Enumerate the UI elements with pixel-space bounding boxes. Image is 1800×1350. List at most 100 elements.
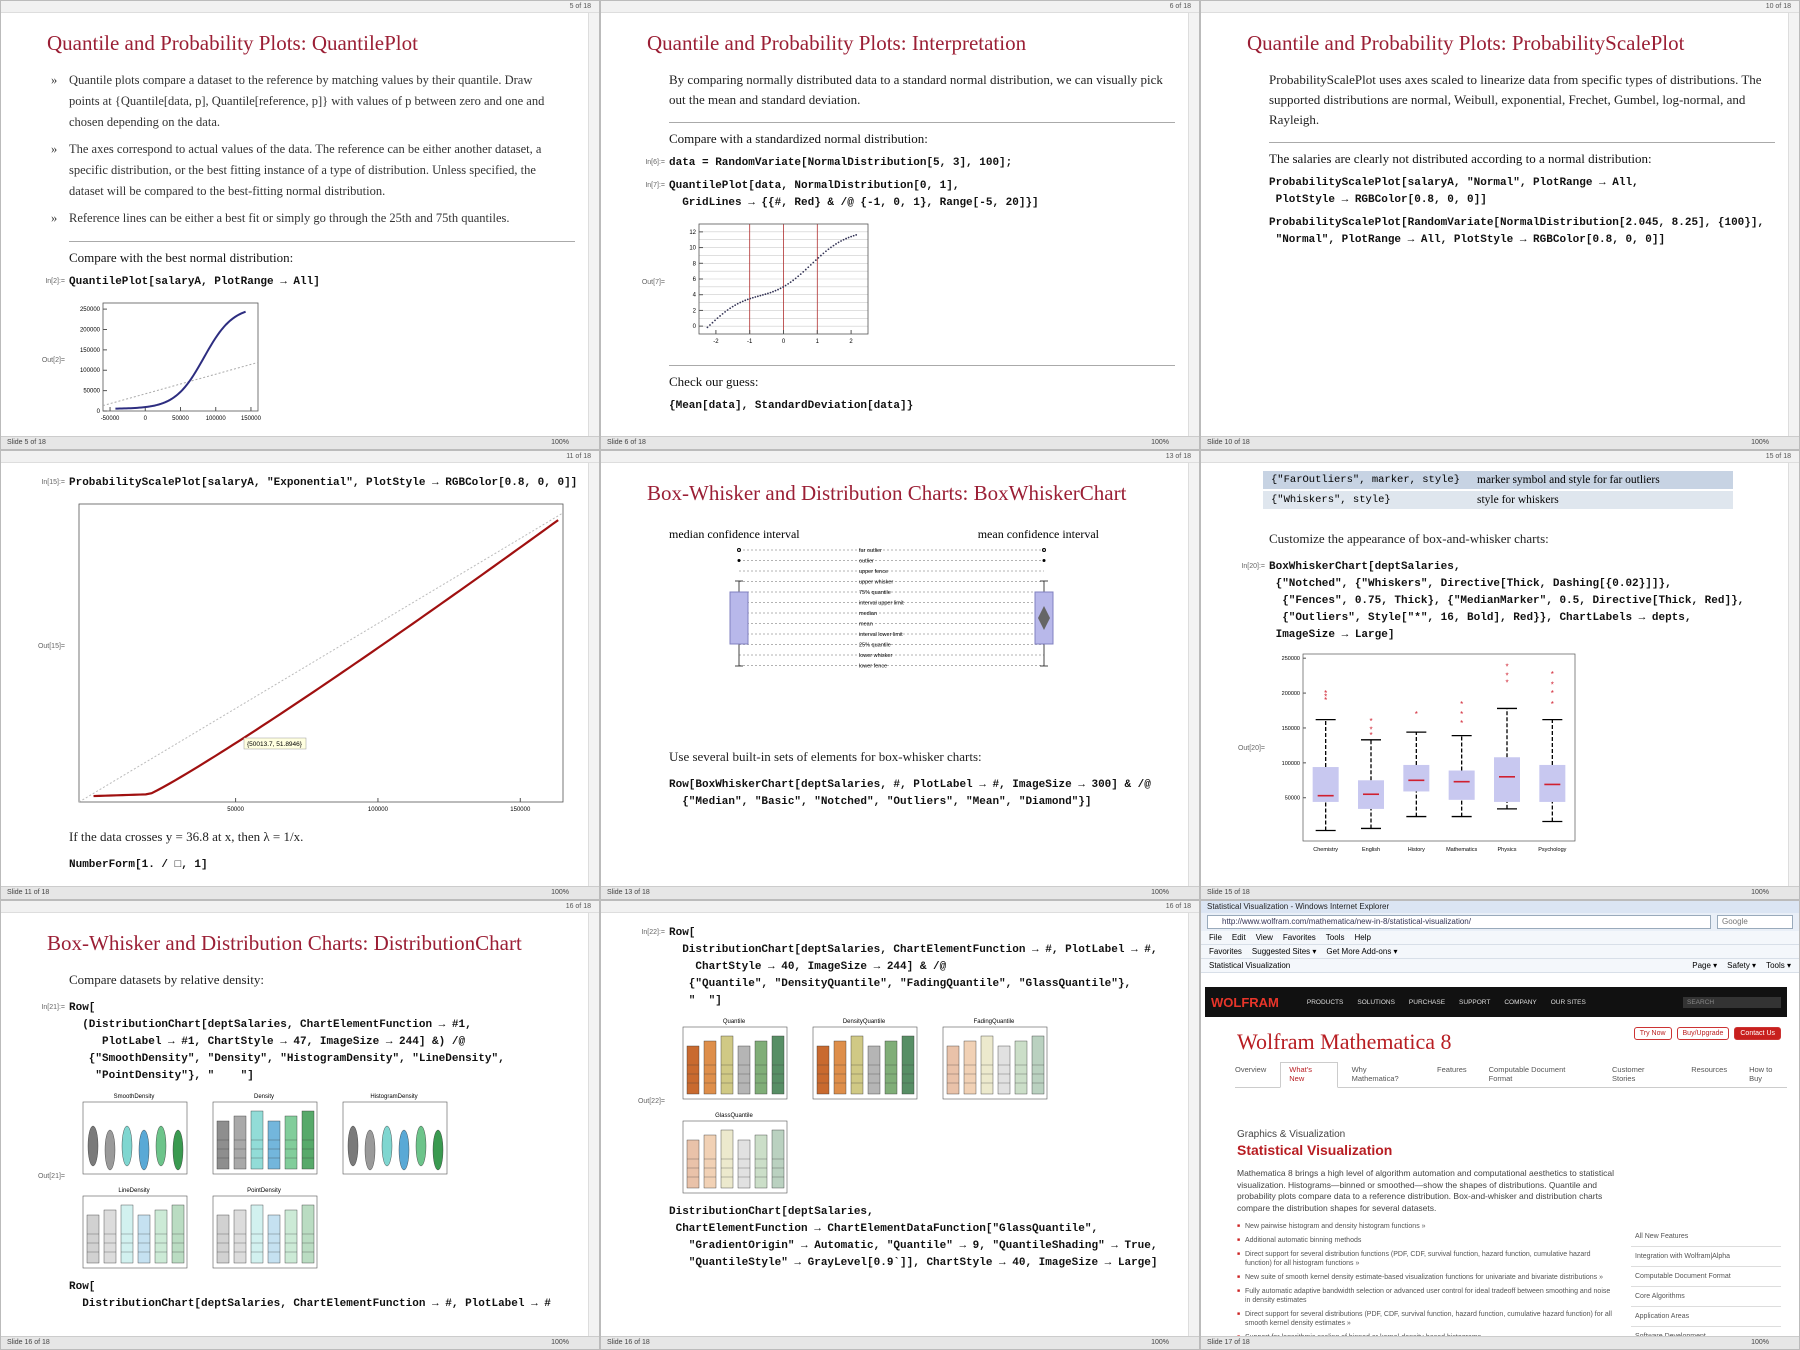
data-point bbox=[845, 237, 847, 240]
density-shape bbox=[137, 1214, 151, 1264]
slide-panel: 5 of 18 Quantile and Probability Plots: Q… bbox=[0, 0, 600, 450]
scrollbar bbox=[588, 913, 599, 1337]
y-tick-label: 10 bbox=[689, 246, 696, 252]
data-point bbox=[787, 282, 790, 285]
feature: New suite of smooth kernel density estim… bbox=[1237, 1273, 1617, 1282]
slide-title: Quantile and Probability Plots: Quantile… bbox=[47, 31, 418, 55]
page-tab[interactable]: Features bbox=[1437, 1065, 1467, 1074]
density-shape bbox=[997, 1045, 1011, 1095]
page-tab[interactable]: Customer Stories bbox=[1611, 1065, 1645, 1083]
density-shape bbox=[347, 1125, 359, 1167]
url-field[interactable]: http://www.wolfram.com/mathematica/new-i… bbox=[1207, 915, 1711, 929]
outlier: * bbox=[1551, 700, 1554, 709]
mini-chart: HistogramDensity bbox=[342, 1094, 448, 1175]
box bbox=[1539, 764, 1566, 802]
menu-item[interactable]: Edit bbox=[1231, 933, 1246, 942]
zoom: 100% bbox=[1751, 889, 1769, 896]
out-label: Out[20]= bbox=[1237, 744, 1265, 752]
site-search[interactable]: SEARCH bbox=[1683, 996, 1781, 1008]
code-block: QuantilePlot[salaryA, PlotRange → All] bbox=[69, 274, 565, 291]
sidebar-link[interactable]: Application Areas bbox=[1631, 1307, 1781, 1327]
menu-item[interactable]: File bbox=[1209, 933, 1222, 942]
tooltip: {50013.7, 51.8946} bbox=[243, 737, 307, 750]
feature: Support for logarithmic scaling of binne… bbox=[1237, 1333, 1617, 1337]
button[interactable]: Buy/Upgrade bbox=[1676, 1027, 1730, 1040]
y-tick-label: 150000 bbox=[80, 348, 101, 354]
tool-button[interactable]: Page ▾ bbox=[1692, 961, 1718, 970]
code-line: ProbabilityScalePlot[RandomVariate[Norma… bbox=[1269, 217, 1765, 229]
page-tab[interactable]: What's New bbox=[1280, 1062, 1338, 1088]
code-line: {Mean[data], StandardDeviation[data]} bbox=[669, 400, 914, 412]
out-label: Out[2]= bbox=[41, 356, 65, 364]
code-line: ChartElementFunction → ChartElementDataF… bbox=[669, 1223, 1099, 1235]
tool-button[interactable]: Safety ▾ bbox=[1727, 961, 1757, 970]
outlier: * bbox=[1551, 681, 1554, 690]
density-shape bbox=[686, 1045, 700, 1095]
button[interactable]: Contact Us bbox=[1734, 1027, 1781, 1040]
density-shape bbox=[284, 1209, 298, 1264]
sidebar-link[interactable]: Software Development bbox=[1631, 1327, 1781, 1337]
status-bar: Slide 10 of 18 100% bbox=[1201, 436, 1799, 449]
browser-tab[interactable]: Statistical Visualization bbox=[1209, 961, 1291, 970]
mini-chart-title: SmoothDensity bbox=[114, 1094, 155, 1100]
page-tab[interactable]: Computable Document Format bbox=[1488, 1065, 1566, 1083]
data-point bbox=[751, 296, 754, 299]
nav-link[interactable]: COMPANY bbox=[1504, 998, 1537, 1006]
page-tab[interactable]: Overview bbox=[1235, 1065, 1267, 1074]
menu-item[interactable]: Favorites bbox=[1282, 933, 1316, 942]
data-point bbox=[777, 288, 779, 291]
data-point bbox=[762, 294, 764, 296]
nav-link[interactable]: SUPPORT bbox=[1459, 998, 1491, 1006]
box bbox=[1312, 767, 1339, 802]
nav-link[interactable]: PRODUCTS bbox=[1306, 998, 1344, 1006]
table-cell: {"Whiskers", style} bbox=[1263, 490, 1469, 511]
data-point bbox=[814, 259, 817, 262]
code-line: ProbabilityScalePlot[salaryA, "Normal", … bbox=[1269, 177, 1639, 189]
data-point bbox=[764, 293, 767, 296]
in-label: In[7]:= bbox=[645, 182, 665, 189]
page-tab[interactable]: How to Buy bbox=[1749, 1065, 1773, 1083]
mini-chart: LineDensity bbox=[82, 1188, 188, 1269]
frame bbox=[342, 1101, 448, 1175]
outlier: * bbox=[1324, 693, 1327, 702]
nav-link[interactable]: PURCHASE bbox=[1408, 998, 1446, 1006]
density-shape bbox=[233, 1209, 247, 1264]
button[interactable]: Try Now bbox=[1633, 1027, 1672, 1040]
sidebar-link[interactable]: All New Features bbox=[1631, 1227, 1781, 1247]
menu-item[interactable]: View bbox=[1255, 933, 1273, 942]
data-point bbox=[809, 263, 812, 266]
box-anatomy: median confidence interval mean confidenc… bbox=[669, 527, 1100, 670]
nav-link[interactable]: SOLUTIONS bbox=[1357, 998, 1395, 1006]
search-engine[interactable]: Google bbox=[1717, 915, 1793, 929]
favorite[interactable]: Get More Add-ons ▾ bbox=[1326, 947, 1398, 956]
page-tab[interactable]: Why Mathematica? bbox=[1351, 1065, 1399, 1083]
sidebar-link[interactable]: Integration with Wolfram|Alpha bbox=[1631, 1247, 1781, 1267]
slide-content: Box-Whisker and Distribution Charts: Dis… bbox=[1, 913, 585, 1337]
favorite[interactable]: Suggested Sites ▾ bbox=[1251, 947, 1317, 956]
zoom: 100% bbox=[1151, 439, 1169, 446]
x-tick-label: -2 bbox=[713, 339, 719, 345]
slide-title: Box-Whisker and Distribution Charts: Dis… bbox=[47, 931, 522, 955]
input-cell: In[15]:= ProbabilityScalePlot[salaryA, "E… bbox=[41, 475, 577, 492]
menu-item[interactable]: Help bbox=[1354, 933, 1371, 942]
slide-number: Slide 16 of 18 bbox=[607, 1339, 650, 1346]
x-tick-label: Mathematics bbox=[1446, 847, 1477, 853]
page-tab[interactable]: Resources bbox=[1691, 1065, 1728, 1074]
paragraph: By comparing normally distributed data t… bbox=[669, 72, 1163, 107]
nav-link[interactable]: OUR SITES bbox=[1550, 998, 1586, 1006]
paragraph: Customize the appearance of box-and-whis… bbox=[1269, 531, 1549, 546]
code-line: QuantilePlot[data, NormalDistribution[0,… bbox=[669, 180, 960, 192]
bullet: Quantile plots compare a dataset to the … bbox=[47, 70, 565, 133]
slide-content: Quantile and Probability Plots: Probabil… bbox=[1201, 13, 1785, 437]
sidebar-link[interactable]: Computable Document Format bbox=[1631, 1267, 1781, 1287]
tool-button[interactable]: Tools ▾ bbox=[1766, 961, 1791, 970]
data-point bbox=[804, 268, 807, 271]
sidebar-link[interactable]: Core Algorithms bbox=[1631, 1287, 1781, 1307]
density-shape bbox=[233, 1115, 247, 1170]
input-cell: In[20]:= BoxWhiskerChart[deptSalaries, {"… bbox=[1241, 559, 1765, 644]
menu-item[interactable]: Tools bbox=[1325, 933, 1345, 942]
favorite[interactable]: Favorites bbox=[1209, 947, 1242, 956]
data-curve bbox=[93, 519, 559, 798]
code-line: "Normal", PlotRange → All, PlotStyle → R… bbox=[1269, 234, 1666, 246]
page-indicator: 6 of 18 bbox=[601, 1, 1199, 13]
